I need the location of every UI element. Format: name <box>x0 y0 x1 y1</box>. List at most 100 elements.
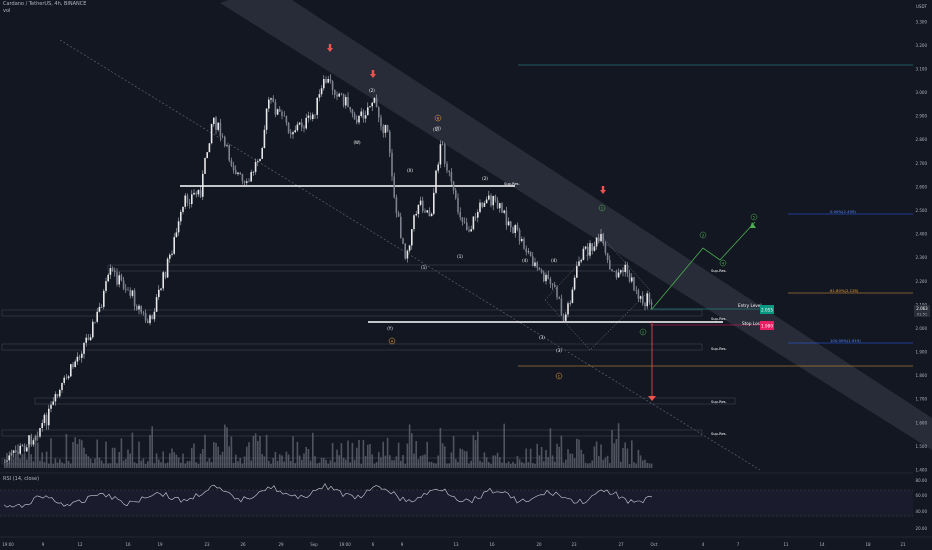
volume-bar <box>604 457 607 468</box>
volume-bar <box>516 456 519 468</box>
candle-body <box>180 211 182 222</box>
candle-body <box>114 270 116 273</box>
bullish-arrowhead <box>750 222 756 228</box>
candle-body <box>59 389 61 397</box>
volume-bar <box>193 443 195 468</box>
descending-channel <box>220 0 932 450</box>
rsi-line <box>3 483 653 508</box>
candle-body <box>635 290 637 291</box>
volume-bar <box>441 443 444 468</box>
volume-bar <box>400 460 402 468</box>
candle-body <box>560 298 563 316</box>
circled-wave-text: A <box>391 339 394 344</box>
volume-bar <box>510 463 512 468</box>
volume-bar <box>334 462 336 468</box>
volume-bar <box>556 443 558 468</box>
volume-bar <box>235 454 237 468</box>
volume-bar <box>120 438 123 468</box>
y-tick-label: 2.400 <box>916 232 928 237</box>
volume-bar <box>72 441 74 468</box>
wave-label: (4) <box>522 258 528 263</box>
wave-label: (3) <box>556 348 562 353</box>
volume-bar <box>52 463 54 468</box>
last-price-countdown: 01:51 <box>917 313 927 317</box>
candle-body <box>142 312 145 313</box>
volume-bar <box>318 462 321 468</box>
volume-bar <box>160 462 162 468</box>
volume-bar <box>505 463 508 468</box>
candle-body <box>459 212 461 218</box>
volume-bar <box>389 455 391 468</box>
sup-res-label: Sup-Res. <box>711 400 727 404</box>
candle-body <box>609 260 611 270</box>
candle-body <box>527 251 530 253</box>
volume-bar <box>323 458 325 468</box>
candle-body <box>441 144 444 145</box>
candle-body <box>604 243 607 253</box>
volume-bar <box>294 463 296 468</box>
volume-bar <box>382 441 384 468</box>
candle-body <box>457 198 459 213</box>
candles <box>4 74 653 467</box>
volume-bar <box>558 446 560 468</box>
candle-body <box>83 342 85 354</box>
volume-bar <box>406 443 409 468</box>
volume-bar <box>23 453 26 468</box>
volume-bar <box>221 451 224 468</box>
candle-body <box>329 78 332 82</box>
volume-bar <box>631 440 633 468</box>
candle-body <box>342 93 345 106</box>
volume-bar <box>70 463 72 468</box>
volume-bar <box>422 455 424 468</box>
x-tick-label: 27 <box>618 542 624 547</box>
candle-body <box>578 261 580 266</box>
volume-bar <box>622 447 624 468</box>
candle-body <box>650 302 653 305</box>
candle-body <box>149 315 151 324</box>
candle-body <box>111 268 114 271</box>
x-tick-label: Sep <box>310 542 318 547</box>
candle-body <box>215 117 217 130</box>
volume-bar <box>362 439 365 468</box>
circled-wave-text: C <box>558 374 561 379</box>
volume-bar <box>230 436 233 468</box>
volume-bar <box>424 454 426 468</box>
volume-bar <box>191 447 193 468</box>
bearish-arrowhead <box>648 396 656 401</box>
volume-bar <box>270 463 272 468</box>
candle-body <box>534 262 536 267</box>
circled-wave-label <box>699 231 707 239</box>
circled-wave-label <box>388 337 396 345</box>
red-down-arrow-head <box>327 48 333 52</box>
rsi-legend: RSI (14, close) <box>3 476 40 482</box>
candle-body <box>202 173 204 197</box>
candle-body <box>144 312 147 321</box>
candle-body <box>254 161 257 172</box>
y-tick-label: 2.800 <box>916 137 928 142</box>
candle-body <box>279 109 281 112</box>
candle-body <box>613 271 615 272</box>
volume-bar <box>547 457 549 468</box>
last-price-tag <box>914 305 930 317</box>
volume-bar <box>450 452 453 468</box>
volume-bar <box>439 427 442 468</box>
volume-bar <box>501 462 503 468</box>
y-tick-label: 3.200 <box>916 43 928 48</box>
candle-body <box>422 200 424 212</box>
candle-body <box>67 376 70 379</box>
volume-bar <box>103 463 105 468</box>
candle-body <box>252 171 255 173</box>
candle-body <box>296 124 299 131</box>
candle-body <box>325 78 327 83</box>
x-tick-label: 19:00 <box>339 542 351 547</box>
candle-body <box>287 122 290 133</box>
candle-body <box>558 297 560 299</box>
candle-body <box>208 143 211 153</box>
volume-bar <box>182 453 184 468</box>
candle-body <box>285 116 288 123</box>
volume-bar <box>285 451 288 468</box>
candle-body <box>620 270 622 273</box>
candle-body <box>540 269 543 273</box>
candle-body <box>510 221 512 228</box>
